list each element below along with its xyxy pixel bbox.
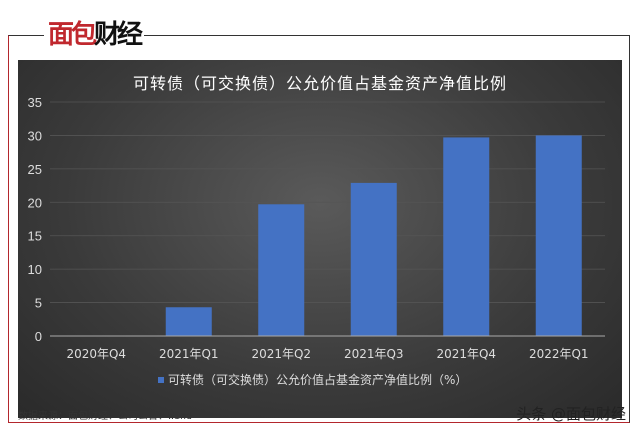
bar xyxy=(258,204,305,336)
x-tick-label: 2020年Q4 xyxy=(66,347,126,361)
x-tick-label: 2021年Q2 xyxy=(251,347,311,361)
x-tick-label: 2021年Q3 xyxy=(344,347,404,361)
chart-panel: 可转债（可交换债）公允价值占基金资产净值比例 xyxy=(18,60,622,418)
x-tick-label: 2021年Q4 xyxy=(436,347,496,361)
legend-label: 可转债（可交换债）公允价值占基金资产净值比例（%） xyxy=(168,372,467,387)
y-tick-label: 30 xyxy=(28,128,42,143)
bar xyxy=(535,135,582,336)
bar xyxy=(165,307,212,336)
chart-title: 可转债（可交换债）公允价值占基金资产净值比例 xyxy=(132,74,507,93)
y-tick-label: 10 xyxy=(28,262,42,277)
x-tick-label: 2022年Q1 xyxy=(529,347,589,361)
legend-swatch xyxy=(158,377,164,383)
logo: 面包财经 xyxy=(44,14,145,51)
bar xyxy=(443,137,490,336)
y-tick-label: 25 xyxy=(28,162,42,177)
x-tick-label: 2021年Q1 xyxy=(159,347,219,361)
chart-frame xyxy=(8,35,630,423)
y-tick-label: 0 xyxy=(35,329,42,344)
y-tick-label: 20 xyxy=(28,195,42,210)
y-tick-label: 35 xyxy=(28,95,42,110)
y-tick-label: 5 xyxy=(35,296,42,311)
bar xyxy=(350,182,397,336)
source-note: 数据来源：面包财经、公司公告、Wind xyxy=(18,411,193,422)
y-tick-label: 15 xyxy=(28,229,42,244)
watermark: 头条 @面包财经 xyxy=(516,405,626,423)
